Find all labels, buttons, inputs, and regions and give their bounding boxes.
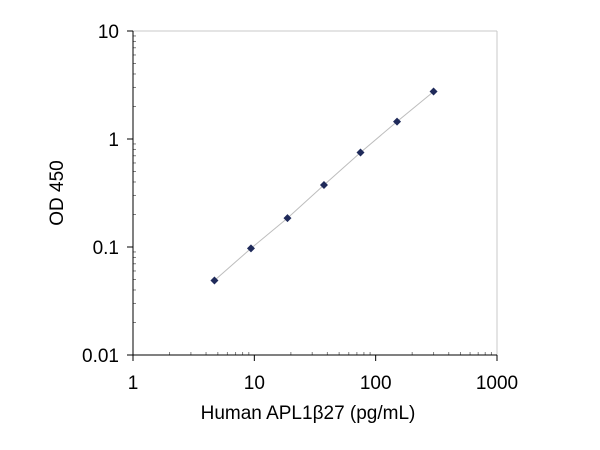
major-ticks bbox=[127, 30, 498, 361]
x-tick-labels: 1 10 100 1000 bbox=[128, 373, 518, 394]
x-tick-label: 10 bbox=[244, 373, 265, 394]
x-axis-title: Human APL1β27 (pg/mL) bbox=[201, 403, 416, 424]
data-point bbox=[210, 276, 219, 285]
data-point bbox=[283, 214, 292, 223]
y-tick-label: 0.1 bbox=[93, 238, 119, 259]
x-tick-label: 100 bbox=[360, 373, 392, 394]
data-point bbox=[356, 148, 365, 157]
data-point bbox=[393, 117, 402, 126]
y-tick-labels: 10 1 0.1 0.01 bbox=[82, 22, 119, 367]
plot-frame bbox=[133, 30, 498, 355]
y-tick-label: 10 bbox=[98, 22, 119, 43]
data-point bbox=[429, 87, 438, 96]
axes bbox=[132, 31, 497, 356]
x-tick-label: 1000 bbox=[476, 373, 518, 394]
y-tick-label: 1 bbox=[108, 130, 119, 151]
y-tick-label: 0.01 bbox=[82, 346, 119, 367]
data-points bbox=[210, 87, 438, 285]
data-point bbox=[319, 181, 328, 190]
y-axis-title: OD 450 bbox=[47, 160, 68, 225]
data-point bbox=[246, 244, 255, 253]
x-tick-label: 1 bbox=[128, 373, 139, 394]
